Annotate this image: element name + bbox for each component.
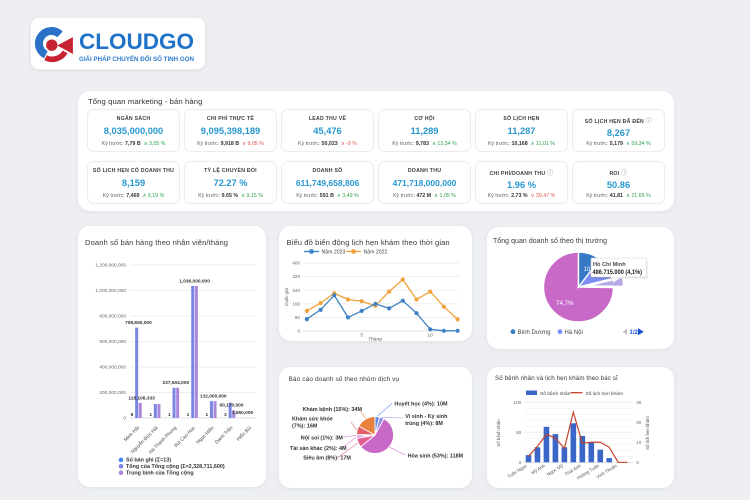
svg-text:Huyết học (4%): 10M: Huyết học (4%): 10M [394, 401, 448, 408]
svg-text:100: 100 [514, 400, 522, 405]
svg-text:Bình Dương: Bình Dương [518, 330, 551, 336]
svg-text:Hóa sinh (53%): 118M: Hóa sinh (53%): 118M [408, 454, 464, 460]
svg-text:Tháng: Tháng [368, 337, 382, 342]
svg-text:Danh Trần: Danh Trần [214, 425, 235, 446]
svg-text:80: 80 [295, 315, 301, 320]
svg-text:240: 240 [292, 288, 300, 293]
svg-text:486.715.000 (4,1%): 486.715.000 (4,1%) [593, 270, 643, 276]
svg-text:Hà Nội: Hà Nội [565, 330, 583, 336]
svg-text:Hiển Bùi: Hiển Bùi [235, 424, 253, 442]
svg-text:trùng (4%): 8M: trùng (4%): 8M [405, 421, 443, 427]
svg-text:200,000,000: 200,000,000 [99, 390, 126, 396]
svg-text:0: 0 [123, 416, 126, 422]
svg-text:132,000,000: 132,000,000 [200, 394, 227, 400]
svg-text:Năm 2023: Năm 2023 [322, 249, 346, 255]
svg-text:Tổng của Tổng cộng (Σ=2,328,71: Tổng của Tổng cộng (Σ=2,328,711,600) [126, 463, 225, 470]
svg-text:60,170,000: 60,170,000 [219, 403, 243, 409]
svg-text:2: 2 [224, 412, 227, 418]
svg-text:1: 1 [205, 412, 208, 418]
svg-text:Tài sản khác (2%): 4M: Tài sản khác (2%): 4M [290, 446, 347, 452]
svg-text:Tuấn Ngọc: Tuấn Ngọc [506, 463, 528, 479]
svg-text:Trung bình của Tổng cộng: Trung bình của Tổng cộng [126, 469, 194, 476]
svg-text:Siêu âm (8%): 17M: Siêu âm (8%): 17M [303, 455, 351, 461]
svg-text:400,000,000: 400,000,000 [99, 365, 126, 371]
svg-text:Số bản ghi (Σ=13): Số bản ghi (Σ=13) [126, 457, 171, 464]
svg-text:0: 0 [636, 460, 639, 465]
svg-text:Nội soi (1%): 3M: Nội soi (1%): 3M [301, 435, 343, 441]
svg-text:1: 1 [149, 412, 152, 418]
svg-text:Minh Hải: Minh Hải [123, 425, 141, 443]
svg-text:10: 10 [428, 333, 434, 339]
svg-text:50: 50 [516, 430, 522, 435]
svg-text:1/2: 1/2 [630, 330, 639, 336]
svg-text:800,000,000: 800,000,000 [99, 314, 126, 320]
svg-text:Khám bệnh (15%): 34M: Khám bệnh (15%): 34M [302, 407, 362, 413]
svg-text:74,7%: 74,7% [556, 300, 574, 307]
svg-text:1,000,000,000: 1,000,000,000 [95, 288, 126, 294]
svg-text:GIẢI PHÁP CHUYỂN ĐỔI SỐ TINH G: GIẢI PHÁP CHUYỂN ĐỔI SỐ TINH GỌN [79, 53, 194, 63]
svg-text:Vi sinh - Ký sinh: Vi sinh - Ký sinh [405, 414, 447, 420]
svg-text:1,650,000: 1,650,000 [232, 410, 254, 416]
svg-text:Số lịch hẹn khám: Số lịch hẹn khám [645, 416, 650, 450]
svg-text:Năm 2022: Năm 2022 [364, 249, 388, 255]
svg-text:320: 320 [292, 274, 300, 279]
svg-text:1: 1 [168, 412, 171, 418]
svg-text:(7%): 16M: (7%): 16M [292, 424, 318, 430]
svg-text:0: 0 [519, 460, 522, 465]
svg-text:237,604,000: 237,604,000 [163, 380, 190, 386]
svg-text:1,200,000,000: 1,200,000,000 [95, 263, 126, 269]
svg-text:20: 20 [636, 420, 642, 425]
svg-text:Số bệnh nhân: Số bệnh nhân [540, 391, 571, 397]
svg-text:6: 6 [131, 412, 134, 418]
svg-text:Mỹ Anh: Mỹ Anh [530, 463, 546, 476]
svg-text:Số lịch hẹn khám: Số lịch hẹn khám [586, 391, 624, 397]
svg-text:1: 1 [187, 412, 190, 418]
svg-text:5: 5 [360, 333, 363, 339]
svg-text:Ngọc Hiền: Ngọc Hiền [195, 425, 216, 446]
svg-text:600,000,000: 600,000,000 [99, 339, 126, 345]
svg-text:160: 160 [292, 301, 300, 306]
svg-text:Khám sức khỏe: Khám sức khỏe [292, 417, 333, 423]
svg-text:708,650,000: 708,650,000 [125, 320, 152, 326]
svg-text:Hồ Chí Minh: Hồ Chí Minh [593, 262, 626, 268]
svg-text:118,108,333: 118,108,333 [128, 396, 155, 402]
svg-text:Ngọc Mỹ: Ngọc Mỹ [546, 463, 565, 477]
svg-text:30: 30 [636, 400, 642, 405]
svg-text:400: 400 [292, 261, 300, 266]
svg-text:10: 10 [636, 440, 642, 445]
svg-text:1,036,000,000: 1,036,000,000 [179, 279, 210, 285]
svg-text:Số bệnh nhân: Số bệnh nhân [496, 419, 501, 447]
svg-text:Vinh Thuận: Vinh Thuận [595, 463, 618, 480]
svg-text:CLOUDGO: CLOUDGO [79, 29, 194, 54]
svg-text:Cuộc gọi: Cuộc gọi [284, 287, 289, 306]
svg-text:0: 0 [297, 329, 300, 334]
